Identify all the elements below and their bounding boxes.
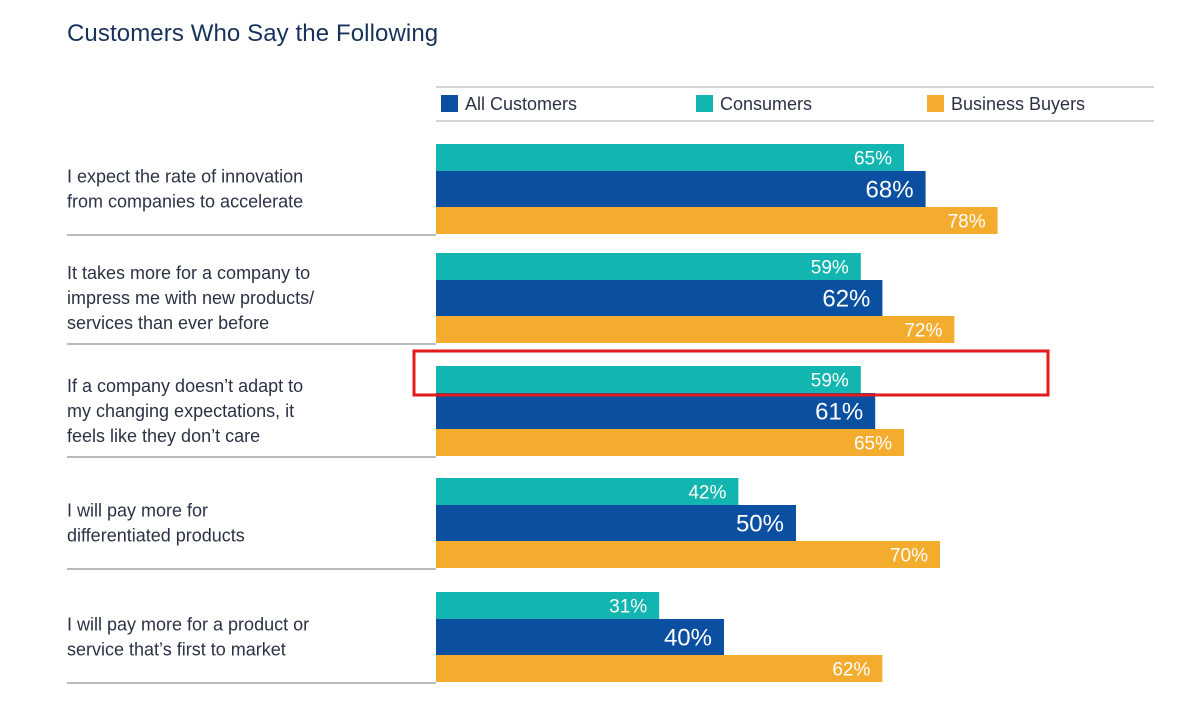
data-label-business-buyers-4: 70% (890, 545, 928, 566)
bars: 65% 68% 78% 59% 62% 72% 59% 61% 65% 42% 50% 70% 31% 4… (436, 144, 998, 682)
data-label-all-customers-2: 62% (822, 286, 870, 313)
bar-business-buyers-2 (436, 316, 955, 343)
data-label-all-customers-5: 40% (664, 625, 712, 652)
bar-consumers-3 (436, 366, 861, 393)
category-label-line-4-2: differentiated products (67, 526, 245, 546)
category-group-5: 31% 40% 62% (436, 592, 883, 682)
data-label-business-buyers-5: 62% (832, 659, 870, 680)
category-group-2: 59% 62% 72% (436, 253, 955, 343)
data-label-business-buyers-2: 72% (904, 320, 942, 341)
category-label-line-3-3: feels like they don’t care (67, 426, 260, 446)
legend: All Customers Consumers Business Buyers (436, 86, 1154, 122)
data-label-all-customers-4: 50% (736, 511, 784, 538)
data-label-consumers-2: 59% (811, 257, 849, 278)
category-label-line-3-2: my changing expectations, it (67, 401, 294, 421)
bar-all-customers-3 (436, 393, 876, 429)
legend-item-all-customers: All Customers (441, 94, 577, 114)
category-group-4: 42% 50% 70% (436, 478, 940, 568)
legend-swatch-consumers (696, 95, 713, 112)
category-group-1: 65% 68% 78% (436, 144, 998, 234)
category-label-3: If a company doesn’t adapt to my changing… (67, 376, 303, 446)
data-label-business-buyers-3: 65% (854, 433, 892, 454)
bar-business-buyers-3 (436, 429, 904, 456)
bar-consumers-5 (436, 592, 660, 619)
data-label-consumers-5: 31% (609, 596, 647, 617)
category-labels: I expect the rate of innovation from comp… (67, 167, 436, 684)
category-label-line-5-2: service that’s first to market (67, 640, 286, 660)
bar-consumers-2 (436, 253, 861, 280)
category-label-line-2-3: services than ever before (67, 313, 269, 333)
legend-swatch-business-buyers (927, 95, 944, 112)
category-label-5: I will pay more for a product or service … (67, 615, 309, 660)
category-label-line-2-2: impress me with new products/ (67, 288, 314, 308)
category-label-4: I will pay more for differentiated produc… (67, 501, 245, 546)
legend-label-consumers: Consumers (720, 94, 812, 114)
legend-label-business-buyers: Business Buyers (951, 94, 1085, 114)
legend-label-all-customers: All Customers (465, 94, 577, 114)
bar-all-customers-4 (436, 505, 796, 541)
category-label-line-2-1: It takes more for a company to (67, 263, 310, 283)
legend-item-business-buyers: Business Buyers (927, 94, 1085, 114)
category-label-1: I expect the rate of innovation from comp… (67, 167, 303, 212)
bar-all-customers-2 (436, 280, 883, 316)
bar-business-buyers-4 (436, 541, 940, 568)
category-label-line-5-1: I will pay more for a product or (67, 615, 309, 635)
legend-item-consumers: Consumers (696, 94, 812, 114)
category-label-line-1-2: from companies to accelerate (67, 192, 303, 212)
category-label-line-3-1: If a company doesn’t adapt to (67, 376, 303, 396)
bar-consumers-1 (436, 144, 904, 171)
chart-title: Customers Who Say the Following (67, 20, 439, 47)
highlight (412, 349, 1050, 397)
data-label-all-customers-1: 68% (866, 177, 914, 204)
data-label-consumers-4: 42% (688, 482, 726, 503)
category-label-2: It takes more for a company to impress me… (67, 263, 314, 333)
data-label-consumers-1: 65% (854, 148, 892, 169)
bar-consumers-4 (436, 478, 739, 505)
category-label-line-4-1: I will pay more for (67, 501, 208, 521)
highlight-box (412, 349, 1050, 397)
category-label-line-1-1: I expect the rate of innovation (67, 167, 303, 187)
data-label-all-customers-3: 61% (815, 399, 863, 426)
legend-swatch-all-customers (441, 95, 458, 112)
bar-all-customers-5 (436, 619, 724, 655)
bar-business-buyers-1 (436, 207, 998, 234)
data-label-consumers-3: 59% (811, 370, 849, 391)
data-label-business-buyers-1: 78% (948, 211, 986, 232)
category-group-3: 59% 61% 65% (436, 366, 904, 456)
bar-all-customers-1 (436, 171, 926, 207)
bar-business-buyers-5 (436, 655, 883, 682)
